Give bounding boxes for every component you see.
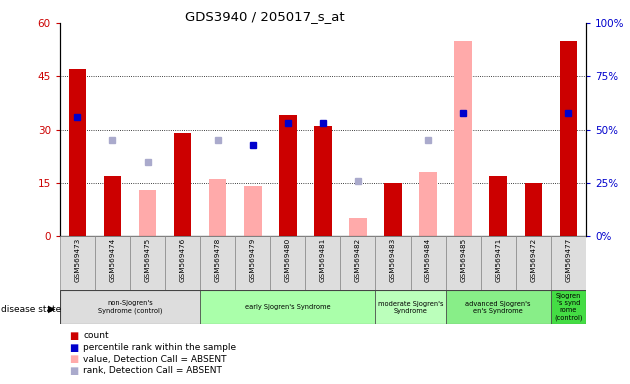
Bar [200,236,235,290]
Text: GSM569485: GSM569485 [460,238,466,283]
Text: ■: ■ [69,331,79,341]
Text: ▶: ▶ [48,304,55,314]
Bar [445,290,551,324]
Bar [104,176,121,236]
Text: GSM569473: GSM569473 [74,238,81,283]
Bar [279,115,297,236]
Text: ■: ■ [69,354,79,364]
Text: early Sjogren's Syndrome: early Sjogren's Syndrome [245,304,331,310]
Bar [174,133,192,236]
Text: GSM569477: GSM569477 [565,238,571,283]
Bar [454,41,472,236]
Bar [516,236,551,290]
Bar [525,183,542,236]
Bar [340,236,375,290]
Text: ■: ■ [69,343,79,353]
Text: GSM569480: GSM569480 [285,238,291,283]
Text: value, Detection Call = ABSENT: value, Detection Call = ABSENT [83,354,227,364]
Text: disease state: disease state [1,305,62,314]
Bar [314,126,331,236]
Text: ■: ■ [69,366,79,376]
Bar [69,69,86,236]
Bar [551,290,586,324]
Bar [130,236,165,290]
Bar [95,236,130,290]
Text: GDS3940 / 205017_s_at: GDS3940 / 205017_s_at [185,10,345,23]
Text: Sjogren
's synd
rome
(control): Sjogren 's synd rome (control) [554,293,583,321]
Bar [551,236,586,290]
Bar [481,236,516,290]
Text: GSM569474: GSM569474 [110,238,115,283]
Text: GSM569479: GSM569479 [249,238,256,283]
Bar [306,236,340,290]
Bar [375,290,445,324]
Text: GSM569478: GSM569478 [215,238,220,283]
Bar [375,236,411,290]
Bar [445,236,481,290]
Bar [270,236,306,290]
Text: GSM569481: GSM569481 [320,238,326,283]
Bar [60,236,95,290]
Text: GSM569476: GSM569476 [180,238,186,283]
Bar [209,179,226,236]
Text: percentile rank within the sample: percentile rank within the sample [83,343,236,352]
Text: GSM569484: GSM569484 [425,238,431,283]
Bar [60,290,200,324]
Text: advanced Sjogren's
en's Syndrome: advanced Sjogren's en's Syndrome [466,301,531,314]
Text: GSM569472: GSM569472 [530,238,536,283]
Text: GSM569483: GSM569483 [390,238,396,283]
Text: moderate Sjogren's
Syndrome: moderate Sjogren's Syndrome [378,301,444,314]
Bar [490,176,507,236]
Bar [349,218,367,236]
Text: count: count [83,331,109,341]
Text: rank, Detection Call = ABSENT: rank, Detection Call = ABSENT [83,366,222,375]
Text: non-Sjogren's
Syndrome (control): non-Sjogren's Syndrome (control) [98,300,163,314]
Text: GSM569475: GSM569475 [144,238,151,283]
Bar [384,183,402,236]
Bar [411,236,445,290]
Bar [244,187,261,236]
Bar [165,236,200,290]
Bar [420,172,437,236]
Bar [139,190,156,236]
Bar [200,290,375,324]
Bar [235,236,270,290]
Text: GSM569471: GSM569471 [495,238,501,283]
Text: GSM569482: GSM569482 [355,238,361,283]
Bar [559,41,577,236]
